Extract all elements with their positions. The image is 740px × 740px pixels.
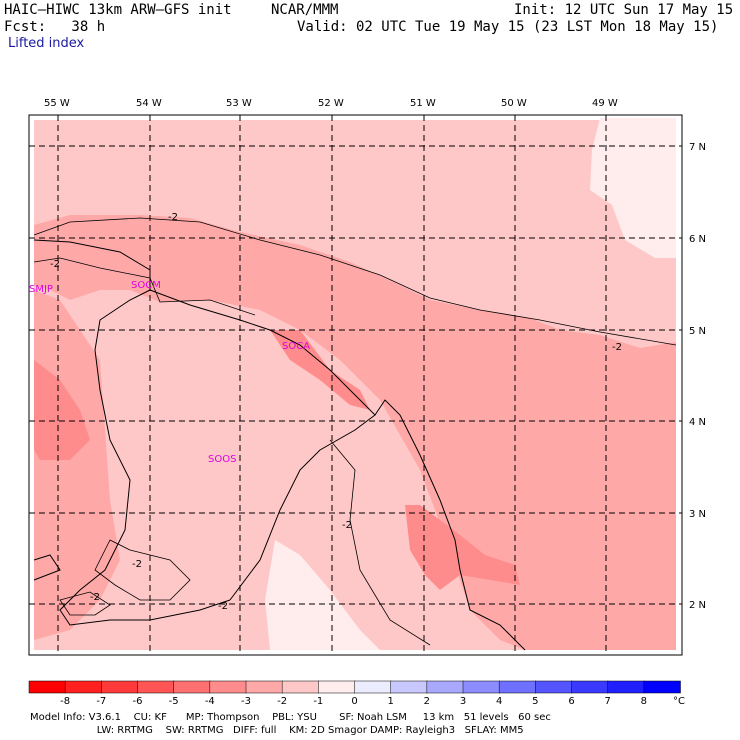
contour-label: -2 [612,342,622,353]
colorbar-tick-label: -1 [313,696,323,707]
colorbar-tick-label: 6 [568,696,574,707]
field-name: Lifted index [8,36,85,51]
organization-label: NCAR/MMM [271,2,339,18]
colorbar-swatch [101,680,139,694]
contour-minus2-south [94,539,191,601]
colorbar-labels: -8 -7 -6 -5 -4 -3 -2 -1 0 1 2 3 4 5 6 7 8 [60,696,647,707]
lon-label: 52 W [318,98,344,109]
lat-label: 4 N [689,417,706,428]
lon-label: 55 W [44,98,70,109]
lat-label: 3 N [689,509,706,520]
colorbar-swatch [426,680,464,694]
colorbar-tick-label: 2 [424,696,430,707]
contour-minus2-sw [59,591,111,616]
contour-minus2-east [329,439,431,646]
model-info-line1: Model Info: V3.6.1 CU: KF MP: Thompson P… [30,712,551,723]
lat-label: 5 N [689,326,706,337]
colorbar-swatch [281,680,320,694]
colorbar-unit: °C [673,696,685,707]
lat-label: 2 N [689,600,706,611]
station-label: SOCM [131,280,161,291]
shade-strong-west [34,360,90,460]
colorbar-tick-label: 4 [496,696,502,707]
colorbar-swatch [462,680,500,694]
station-label: SOCA [282,341,310,352]
colorbar-tick-label: -5 [169,696,179,707]
forecast-hour: Fcst: 38 h [4,19,106,35]
contour-label: -2 [132,559,142,570]
station-label: SOOS [208,454,236,465]
colorbar-swatch [28,680,66,694]
shade-strong-amapa [405,505,520,590]
colorbar-tick-label: 1 [387,696,393,707]
colorbar-swatch [245,680,283,694]
model-info-line2: LW: RRTMG SW: RRTMG DIFF: full KM: 2D Sm… [30,725,524,736]
contour-label: -2 [168,212,178,223]
shade-strong-coast [270,330,370,410]
colorbar-swatch [607,680,645,694]
colorbar-tick-label: 5 [532,696,538,707]
lon-label: 49 W [592,98,618,109]
valid-time: Valid: 02 UTC Tue 19 May 15 (23 LST Mon … [297,19,719,35]
colorbar-swatch [571,680,609,694]
border-west [33,554,61,581]
lat-label: 6 N [689,234,706,245]
graticule [29,115,682,655]
colorbar-swatch [498,680,537,694]
colorbar-swatch [643,680,681,694]
colorbar-tick-label: -2 [277,696,287,707]
colorbar-swatch [209,680,247,694]
shade-light-ne [590,118,676,258]
colorbar-swatch [535,680,573,694]
colorbar-tick-label: -3 [241,696,251,707]
colorbar-tick-label: -4 [205,696,215,707]
colorbar-swatch [137,680,175,694]
colorbar-tick-label: 0 [351,696,357,707]
contour-minus2-north [33,217,677,346]
model-title: HAIC–HIWC 13km ARW–GFS init [4,2,232,18]
colorbar-tick-label: -7 [96,696,106,707]
shade-light-south [265,540,380,650]
contour-label: -2 [90,592,100,603]
colorbar-swatch [318,680,356,694]
lon-label: 50 W [501,98,527,109]
colorbar-tick-label: 7 [604,696,610,707]
border-suriname [59,289,231,626]
colorbar-tick-label: 8 [641,696,647,707]
colorbar [28,680,681,694]
border-guiana [229,414,376,601]
colorbar-swatch [390,680,428,694]
station-label: SMJP [29,284,53,295]
contour-label: -2 [218,601,228,612]
lat-label: 7 N [689,142,706,153]
colorbar-swatch [354,680,392,694]
contour-label: -2 [342,520,352,531]
colorbar-tick-label: 3 [460,696,466,707]
shade-moderate-east [34,215,676,650]
contour-label: -2 [50,259,60,270]
colorbar-swatch [173,680,211,694]
shade-interior-light [95,292,300,620]
map-frame [28,114,683,656]
colorbar-tick-label: -8 [60,696,70,707]
init-time: Init: 12 UTC Sun 17 May 15 [514,2,734,18]
lon-label: 53 W [226,98,252,109]
colorbar-swatch [64,680,103,694]
colorbar-tick-label: -6 [133,696,143,707]
lon-label: 51 W [410,98,436,109]
lon-label: 54 W [136,98,162,109]
